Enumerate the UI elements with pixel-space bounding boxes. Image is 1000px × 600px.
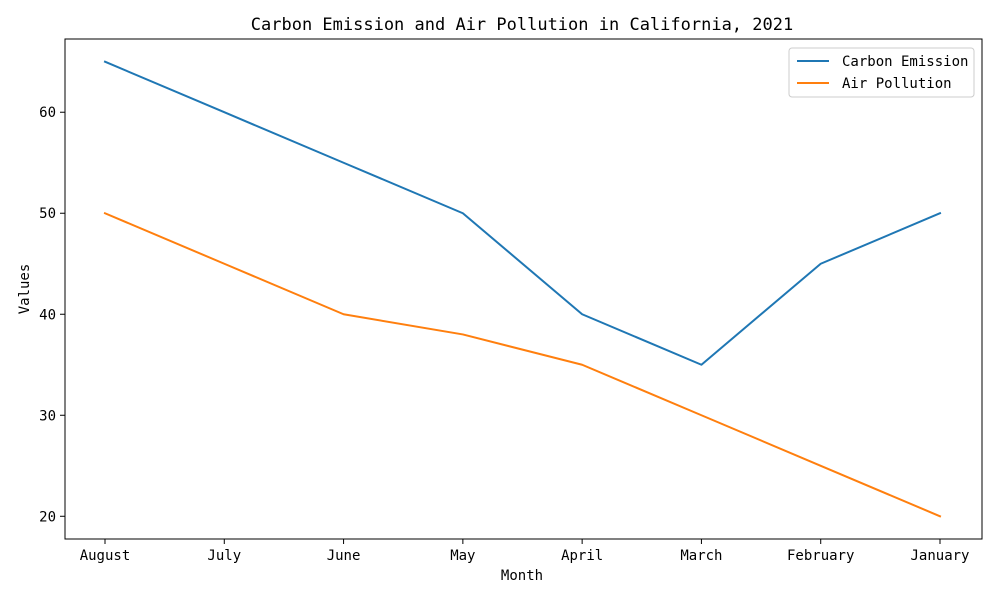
legend-label-carbon-emission: Carbon Emission xyxy=(842,54,968,70)
x-tick-label-june: June xyxy=(327,548,361,564)
x-tick-label-january: January xyxy=(910,548,969,564)
y-axis-label: Values xyxy=(17,264,33,315)
x-axis: August July June May April March February Janua… xyxy=(80,539,970,564)
y-tick-label-20: 20 xyxy=(39,509,56,525)
y-tick-label-50: 50 xyxy=(39,206,56,222)
series-line-air-pollution xyxy=(103,211,942,518)
y-axis: 20 30 40 50 60 xyxy=(39,105,65,525)
x-tick-label-may: May xyxy=(450,548,475,564)
legend-box xyxy=(788,47,975,98)
legend-label-air-pollution: Air Pollution xyxy=(842,76,952,92)
x-tick-label-april: April xyxy=(561,548,603,564)
x-tick-label-february: February xyxy=(787,548,854,564)
x-axis-label: Month xyxy=(501,568,543,584)
x-tick-label-march: March xyxy=(680,548,722,564)
x-tick-label-july: July xyxy=(207,548,241,564)
series-lines xyxy=(103,60,942,518)
y-tick-label-60: 60 xyxy=(39,105,56,121)
plot-frame xyxy=(64,38,983,540)
y-tick-label-40: 40 xyxy=(39,307,56,323)
chart-title: Carbon Emission and Air Pollution in Cal… xyxy=(251,15,793,35)
plot-area: August July June May April March February Janua… xyxy=(39,38,983,564)
x-tick-label-august: August xyxy=(80,548,131,564)
legend: Carbon Emission Air Pollution xyxy=(788,47,975,98)
y-tick-label-30: 30 xyxy=(39,408,56,424)
series-line-carbon-emission xyxy=(103,60,942,366)
